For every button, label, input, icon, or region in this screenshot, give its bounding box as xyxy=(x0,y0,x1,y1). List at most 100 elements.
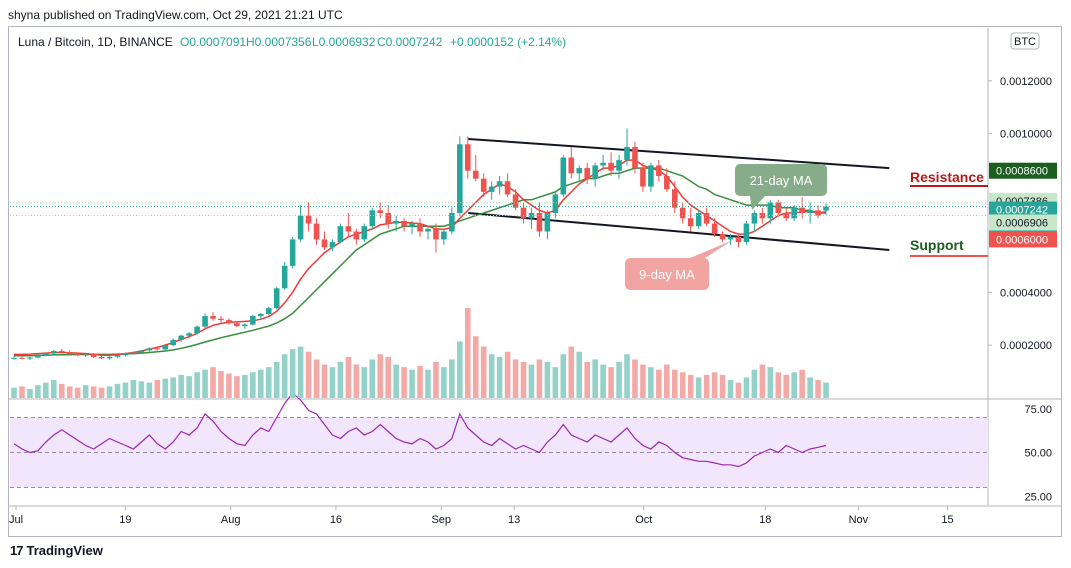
volume-bar xyxy=(520,362,527,398)
currency-badge[interactable]: BTC xyxy=(1014,36,1036,48)
price-tag-box xyxy=(989,162,1057,179)
candle-body xyxy=(154,348,161,350)
candle-body xyxy=(210,316,216,319)
candle-body xyxy=(361,226,368,240)
ohlc-close: C0.0007242 xyxy=(377,35,443,49)
candle-body xyxy=(472,170,479,179)
volume-bar xyxy=(401,367,407,398)
volume-bar xyxy=(496,356,503,398)
volume-bar xyxy=(687,374,694,398)
volume-bar xyxy=(679,372,686,398)
candle-body xyxy=(305,215,312,224)
candle-body xyxy=(711,223,718,235)
time-tick-label: Oct xyxy=(635,514,652,526)
volume-bar xyxy=(727,380,734,398)
rsi-band xyxy=(10,417,988,488)
candle-body xyxy=(202,316,208,327)
volume-bar xyxy=(457,341,463,398)
volume-bar xyxy=(592,359,598,398)
price-tick-label: 0.0010000 xyxy=(1000,129,1052,141)
candle-body xyxy=(807,210,813,213)
candle-body xyxy=(122,353,129,356)
volume-bar xyxy=(783,374,790,398)
candle-body xyxy=(337,226,344,243)
volume-bar xyxy=(560,354,567,398)
volume-bar xyxy=(648,367,654,398)
candle-body xyxy=(632,146,638,169)
candle-body xyxy=(815,210,821,216)
price-tick-label: 0.0002000 xyxy=(1000,340,1052,352)
candle-body xyxy=(441,231,447,240)
tradingview-logo-icon: 17 xyxy=(10,543,24,558)
currency-badge-box[interactable] xyxy=(1010,32,1040,50)
ma9-label: 9-day MA xyxy=(639,267,695,282)
time-tick-label: Sep xyxy=(431,514,451,526)
volume-bar xyxy=(19,386,25,398)
candle-body xyxy=(703,213,710,224)
volume-bar xyxy=(289,349,296,398)
candle-body xyxy=(186,333,192,336)
candle-body xyxy=(791,207,797,219)
candle-body xyxy=(19,357,25,359)
candle-body xyxy=(584,168,590,179)
volume-bar xyxy=(441,367,447,398)
candle-body xyxy=(687,218,694,227)
volume-bar xyxy=(735,382,742,398)
volume-bar xyxy=(90,386,97,398)
candle-body xyxy=(265,308,272,314)
volume-bar xyxy=(305,351,312,398)
candle-body xyxy=(297,215,304,240)
time-tick-label: 13 xyxy=(508,514,520,526)
volume-bar xyxy=(624,354,630,398)
candle-body xyxy=(82,354,89,356)
symbol-label[interactable]: Luna / Bitcoin, 1D, BINANCE xyxy=(18,35,173,49)
volume-bar xyxy=(43,382,49,398)
volume-bar xyxy=(74,387,81,398)
rsi-tick-label: 25.00 xyxy=(1024,491,1052,503)
candle-body xyxy=(242,324,248,327)
volume-bar xyxy=(608,367,614,398)
candle-body xyxy=(51,350,57,354)
candle-body xyxy=(250,316,256,325)
candle-body xyxy=(735,236,742,243)
candle-body xyxy=(592,165,598,179)
rsi-tick-label: 75.00 xyxy=(1024,404,1052,416)
time-tick-label: 18 xyxy=(759,514,771,526)
volume-bar xyxy=(242,374,248,398)
candle-body xyxy=(544,213,551,232)
volume-bar xyxy=(218,371,224,398)
volume-bar xyxy=(146,382,153,398)
footer-brand[interactable]: 17 TradingView xyxy=(10,543,103,558)
candle-body xyxy=(35,355,41,358)
volume-bar xyxy=(703,374,710,398)
candle-body xyxy=(313,223,320,240)
volume-bar xyxy=(297,346,304,398)
candle-body xyxy=(640,168,646,187)
volume-bar xyxy=(234,376,240,398)
time-tick-label: 19 xyxy=(119,514,131,526)
candle-body xyxy=(43,353,49,356)
candle-body xyxy=(528,213,535,219)
candle-body xyxy=(727,236,734,240)
ohlc-low: L0.0006932 xyxy=(312,35,376,49)
volume-bar xyxy=(600,364,606,398)
candle-body xyxy=(600,162,606,166)
price-tag-box xyxy=(989,201,1057,218)
volume-bar xyxy=(640,364,646,398)
candle-body xyxy=(799,207,805,213)
candle-body xyxy=(178,335,184,340)
volume-bar xyxy=(281,354,288,398)
candle-body xyxy=(409,223,415,227)
candle-body xyxy=(425,228,431,232)
candle-body xyxy=(512,194,519,208)
volume-bar xyxy=(743,377,750,398)
candle-body xyxy=(329,242,336,248)
candle-body xyxy=(369,210,376,227)
volume-bar xyxy=(106,386,113,398)
candle-body xyxy=(480,178,487,192)
price-tick-label: 0.0012000 xyxy=(1000,76,1052,88)
candle-body xyxy=(377,210,383,213)
ma9-callout-box xyxy=(625,258,709,290)
ma21-label: 21-day MA xyxy=(750,173,813,188)
volume-bar xyxy=(130,380,137,398)
